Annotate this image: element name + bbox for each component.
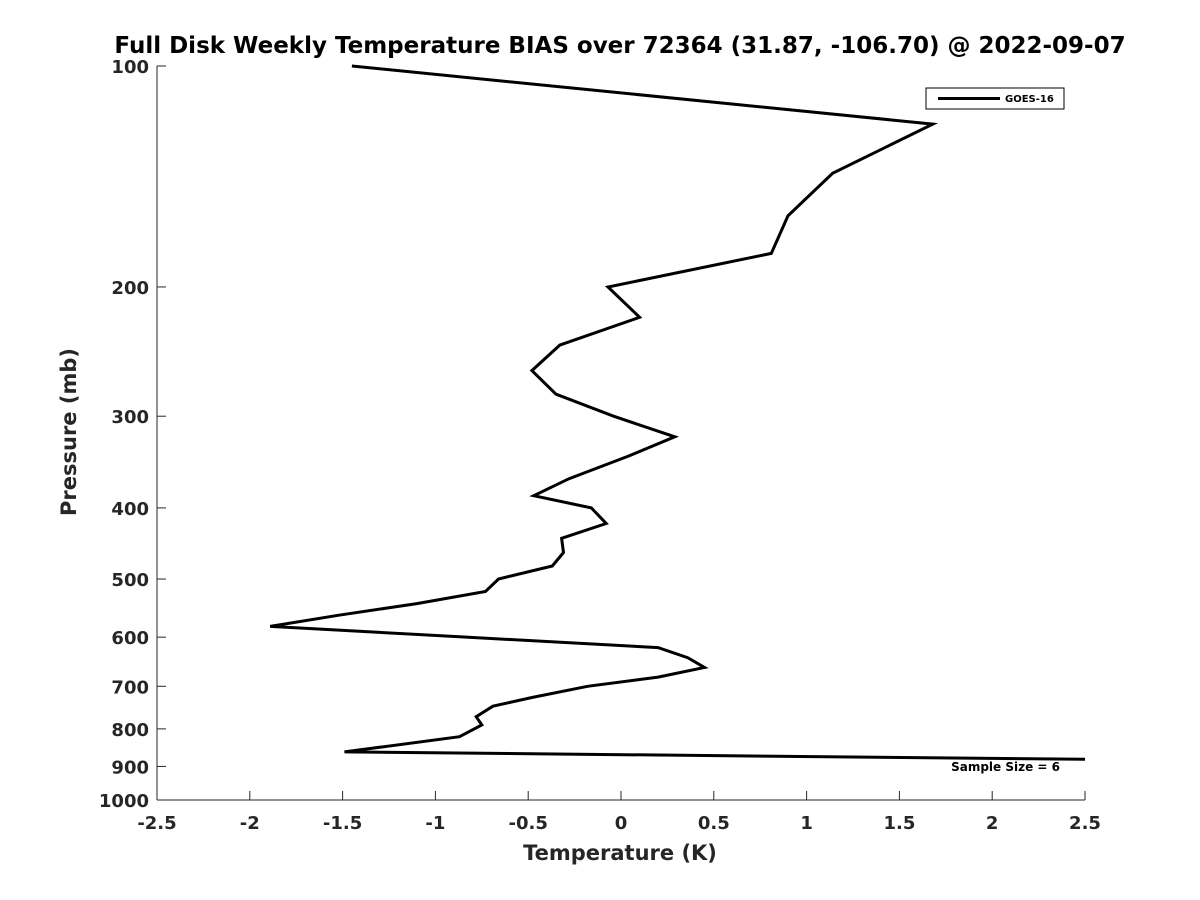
x-tick-label: 0.5 <box>698 813 730 834</box>
sample-size-annotation: Sample Size = 6 <box>951 760 1060 774</box>
x-tick-label: 1 <box>800 813 813 834</box>
x-tick-label: -2.5 <box>137 813 176 834</box>
legend: GOES-16 <box>925 87 1065 110</box>
series-layer <box>269 64 1086 761</box>
y-tick-label: 600 <box>111 628 149 649</box>
y-tick-label: 200 <box>111 278 149 299</box>
y-tick-label: 400 <box>111 499 149 520</box>
y-axis-ticks: 100 200 300 400 500 600 700 800 900 1000 <box>99 57 166 812</box>
y-tick-label: 300 <box>111 407 149 428</box>
x-tick-label: -1.5 <box>323 813 362 834</box>
x-axis-ticks: -2.5 -2 -1.5 -1 -0.5 0 0.5 1 1.5 2 2.5 <box>137 791 1101 834</box>
y-tick-label: 100 <box>111 57 149 78</box>
y-tick-label: 900 <box>111 757 149 778</box>
legend-label-goes-16: GOES-16 <box>1005 94 1054 105</box>
x-tick-label: 2.5 <box>1069 813 1101 834</box>
y-axis-label: Pressure (mb) <box>57 348 81 516</box>
y-tick-label: 700 <box>111 677 149 698</box>
y-tick-label: 500 <box>111 570 149 591</box>
x-tick-label: 0 <box>615 813 628 834</box>
y-tick-label: 800 <box>111 720 149 741</box>
x-tick-label: -1 <box>425 813 445 834</box>
x-tick-label: -0.5 <box>509 813 548 834</box>
x-tick-label: 1.5 <box>883 813 915 834</box>
x-tick-label: -2 <box>240 813 260 834</box>
chart-title: Full Disk Weekly Temperature BIAS over 7… <box>114 33 1125 59</box>
y-tick-label: 1000 <box>99 791 149 812</box>
series-line-goes-16 <box>269 64 1086 761</box>
x-axis-label: Temperature (K) <box>523 841 717 865</box>
x-tick-label: 2 <box>986 813 999 834</box>
